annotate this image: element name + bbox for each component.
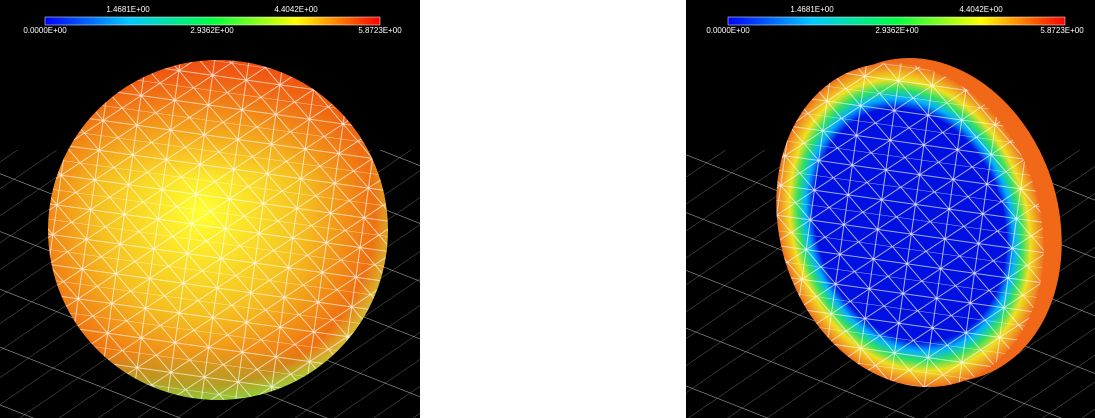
colorbar-label: 2.9362E+00 <box>190 26 234 35</box>
colorbar-label: 0.0000E+00 <box>706 26 750 35</box>
colorbar <box>727 16 1066 26</box>
colorbar-label: 4.4042E+00 <box>959 5 1003 14</box>
colorbar-label: 1.4681E+00 <box>790 5 834 14</box>
colorbar-label: 1.4681E+00 <box>106 5 150 14</box>
colorbar-label: 2.9362E+00 <box>875 26 919 35</box>
colorbar-label: 5.8723E+00 <box>358 26 402 35</box>
colorbar-label: 4.4042E+00 <box>274 5 318 14</box>
panel-right: 1.4681E+00 4.4042E+00 0.0000E+00 2.9362E… <box>686 0 1095 418</box>
colorbar-label: 0.0000E+00 <box>23 26 67 35</box>
colorbar-label: 5.8723E+00 <box>1040 26 1084 35</box>
panel-left: 1.4681E+00 4.4042E+00 0.0000E+00 2.9362E… <box>0 0 420 418</box>
colorbar <box>44 16 381 26</box>
